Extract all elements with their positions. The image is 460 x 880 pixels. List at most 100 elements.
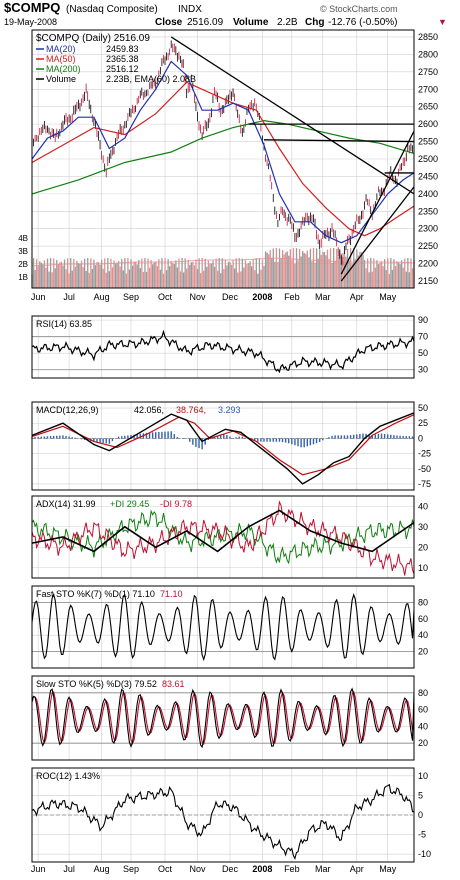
- macd-histogram-bar: [59, 435, 61, 439]
- volume-bar: [247, 262, 250, 288]
- x-tick-label: Mar: [315, 864, 331, 874]
- y-tick-label: 2800: [418, 49, 438, 59]
- volume-bar: [260, 269, 262, 288]
- volume-bar: [102, 268, 104, 288]
- volume-bar: [182, 272, 185, 288]
- volume-bar: [179, 271, 182, 288]
- y-tick-label: 2400: [418, 189, 438, 199]
- volume-bar: [118, 260, 120, 288]
- y-tick-label: 20: [418, 542, 428, 552]
- x-tick-label: May: [379, 292, 397, 302]
- volume-bar: [128, 269, 131, 288]
- volume-bar: [203, 270, 205, 288]
- volume-bar: [122, 270, 124, 288]
- macd-histogram-bar: [93, 438, 95, 442]
- volume-bar: [162, 273, 165, 288]
- y-tick-label: 10: [418, 563, 428, 573]
- macd-histogram-bar: [371, 435, 373, 439]
- volume-bar: [100, 259, 103, 288]
- volume-bar: [49, 258, 52, 288]
- volume-bar: [181, 258, 183, 288]
- volume-bar: [201, 258, 203, 288]
- index-name: (Nasdaq Composite): [66, 4, 158, 15]
- volume-tick-label: 3B: [18, 247, 28, 256]
- volume-bar: [363, 259, 366, 288]
- macd-histogram-bar: [49, 436, 52, 439]
- volume-bar: [264, 251, 267, 288]
- rsi-title: RSI(14) 63.85: [36, 319, 92, 329]
- volume-bar: [405, 271, 407, 288]
- volume-bar: [348, 260, 350, 288]
- macd-histogram-bar: [105, 438, 107, 444]
- macd-histogram-bar: [318, 438, 321, 442]
- macd-histogram-bar: [284, 438, 287, 443]
- volume-bar: [116, 263, 118, 288]
- y-tick-label: 0: [418, 810, 423, 820]
- fast-sto-line: [31, 592, 415, 662]
- volume-bar: [53, 258, 55, 288]
- volume-bar: [77, 263, 80, 288]
- y-tick-label: 30: [418, 522, 428, 532]
- volume-bar: [213, 266, 216, 288]
- volume-value: 2.2B: [277, 17, 298, 28]
- volume-bar: [302, 250, 304, 288]
- macd-histogram-bar: [207, 438, 210, 441]
- slow-sto-d-value: 83.61: [162, 679, 185, 689]
- y-tick-label: 40: [418, 630, 428, 640]
- volume-bar: [340, 253, 343, 288]
- macd-histogram-bar: [114, 438, 117, 439]
- volume-bar: [39, 261, 41, 288]
- y-tick-label: 2300: [418, 224, 438, 234]
- volume-bar: [80, 260, 83, 288]
- macd-histogram-bar: [111, 438, 114, 442]
- volume-bar: [195, 259, 197, 288]
- ma50-line: [31, 81, 415, 237]
- macd-histogram-bar: [167, 431, 169, 439]
- macd-histogram-bar: [315, 438, 318, 444]
- macd-histogram-bar: [223, 434, 225, 439]
- volume-bar: [125, 273, 128, 288]
- y-tick-label: 50: [418, 348, 428, 358]
- x-tick-label: Mar: [315, 292, 331, 302]
- volume-bar: [274, 261, 276, 288]
- volume-bar: [229, 262, 231, 288]
- symbol: $COMPQ: [4, 0, 60, 15]
- y-tick-label: 60: [418, 705, 428, 715]
- macd-histogram-bar: [352, 434, 355, 439]
- volume-bar: [295, 248, 298, 288]
- volume-bar: [365, 268, 367, 288]
- volume-bar: [271, 257, 273, 288]
- volume-bar: [272, 248, 274, 288]
- macd-line: [31, 412, 415, 485]
- x-tick-label: Jul: [63, 864, 75, 874]
- y-tick-label: -75: [418, 479, 431, 489]
- volume-bar: [397, 262, 400, 288]
- volume-bar: [209, 263, 211, 288]
- macd-histogram-bar: [411, 436, 414, 439]
- volume-bar: [111, 267, 114, 288]
- volume-bar: [87, 258, 89, 288]
- macd-histogram-bar: [170, 431, 172, 439]
- volume-bar: [45, 267, 47, 288]
- volume-bar: [93, 259, 95, 288]
- volume-bar: [164, 258, 166, 288]
- roc-title: ROC(12) 1.43%: [36, 771, 100, 781]
- x-tick-label: 2008: [252, 864, 272, 874]
- volume-bar: [292, 248, 295, 288]
- volume-bar: [152, 264, 154, 288]
- macd-histogram-bar: [346, 435, 349, 439]
- volume-bar: [235, 258, 237, 288]
- volume-bar: [261, 259, 264, 288]
- volume-bar: [278, 248, 281, 288]
- legend-name: MA(20): [46, 44, 76, 54]
- volume-bar: [88, 272, 90, 288]
- volume-bar: [226, 265, 228, 288]
- macd-histogram-bar: [124, 435, 126, 439]
- volume-bar: [37, 266, 39, 288]
- volume-bar: [240, 271, 242, 288]
- volume-bar: [79, 263, 81, 288]
- chg-down-icon: ▼: [438, 17, 447, 27]
- volume-bar: [60, 261, 63, 288]
- volume-bar: [135, 262, 137, 288]
- volume-bar: [407, 258, 409, 288]
